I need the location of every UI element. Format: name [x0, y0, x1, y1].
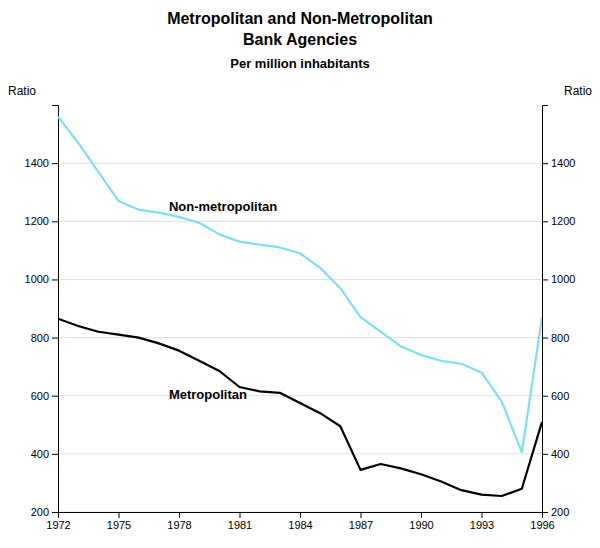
tick-mark — [300, 512, 301, 518]
tick-label: 800 — [31, 332, 49, 344]
tick-label: 200 — [551, 506, 569, 518]
tick-mark — [52, 396, 58, 397]
tick-mark — [119, 512, 120, 518]
axis-line — [543, 106, 549, 513]
grid-line — [58, 163, 542, 164]
tick: 1975 — [107, 512, 131, 531]
tick-mark — [421, 512, 422, 518]
chart: Metropolitan and Non-Metropolitan Bank Ag… — [0, 0, 600, 548]
tick-label: 400 — [31, 448, 49, 460]
tick: 200 — [31, 506, 58, 518]
tick-mark — [482, 512, 483, 518]
tick-label: 1993 — [470, 519, 494, 531]
tick-mark — [52, 512, 58, 513]
tick: 1978 — [167, 512, 191, 531]
tick-label: 1984 — [288, 519, 312, 531]
tick-label: 1200 — [25, 215, 49, 227]
title: Bank Agencies — [243, 31, 357, 48]
tick-label: 1981 — [228, 519, 252, 531]
tick-label: 400 — [551, 448, 569, 460]
tick-mark — [52, 279, 58, 280]
y2-axis: 200 400 600 800 1000 1200 1400 — [542, 106, 575, 519]
tick-mark — [542, 396, 548, 397]
y-axis-label: Ratio — [8, 84, 36, 98]
tick: 400 — [31, 448, 58, 460]
tick: 1000 — [25, 273, 58, 285]
tick-label: 1996 — [530, 519, 554, 531]
tick-mark — [542, 338, 548, 339]
tick: 1400 — [25, 157, 58, 169]
tick: 1987 — [349, 512, 373, 531]
tick-label: 1200 — [551, 215, 575, 227]
grid-line — [58, 221, 542, 222]
plot: 1972197519781981198419871990199319962004… — [8, 84, 592, 531]
tick: 1000 — [542, 273, 575, 285]
y-axis: 200 400 600 800 1000 1200 1400 — [25, 106, 59, 519]
tick: 1993 — [470, 512, 494, 531]
tick-mark — [361, 512, 362, 518]
tick: 400 — [542, 448, 569, 460]
tick-mark — [542, 221, 548, 222]
tick-label: 1000 — [551, 273, 575, 285]
y2-axis-label: Ratio — [564, 84, 592, 98]
tick-label: 1987 — [349, 519, 373, 531]
tick-mark — [542, 279, 548, 280]
tick-mark — [542, 512, 548, 513]
tick: 1990 — [409, 512, 433, 531]
tick-label: 1000 — [25, 273, 49, 285]
grid — [58, 163, 542, 512]
tick: 800 — [31, 332, 58, 344]
tick-label: 1400 — [25, 157, 49, 169]
tick-label: 1400 — [551, 157, 575, 169]
tick: 1972 — [46, 512, 70, 531]
tick-mark — [52, 338, 58, 339]
x-axis: 1972 1975 1978 1981 1984 1987 1990 1993 1996 — [46, 512, 554, 531]
tick-mark — [542, 163, 548, 164]
grid-line — [58, 453, 542, 454]
grid-line — [58, 279, 542, 280]
line — [58, 319, 542, 496]
tick: 600 — [542, 390, 569, 402]
tick: 1984 — [288, 512, 312, 531]
tick: 600 — [31, 390, 58, 402]
title: Metropolitan and Non-Metropolitan — [167, 10, 433, 27]
tick: 1200 — [25, 215, 58, 227]
tick-label: 200 — [31, 506, 49, 518]
tick-label: 1972 — [46, 519, 70, 531]
tick: 1981 — [228, 512, 252, 531]
tick: 200 — [542, 506, 569, 518]
tick-mark — [52, 454, 58, 455]
annotation: Non-metropolitan — [169, 199, 277, 214]
tick-label: 600 — [31, 390, 49, 402]
tick-mark — [542, 454, 548, 455]
tick-label: 1978 — [167, 519, 191, 531]
tick-label: 1990 — [409, 519, 433, 531]
axis-line — [52, 106, 59, 513]
annotation: Metropolitan — [169, 387, 247, 402]
tick-label: 800 — [551, 332, 569, 344]
axis-line — [59, 513, 543, 519]
tick-mark — [52, 163, 58, 164]
tick-label: 600 — [551, 390, 569, 402]
subtitle: Per million inhabitants — [230, 56, 369, 71]
grid-line — [58, 395, 542, 396]
lines — [58, 117, 542, 496]
tick: 1400 — [542, 157, 575, 169]
tick: 800 — [542, 332, 569, 344]
tick-mark — [179, 512, 180, 518]
tick: 1200 — [542, 215, 575, 227]
tick-mark — [52, 221, 58, 222]
tick-label: 1975 — [107, 519, 131, 531]
tick-mark — [240, 512, 241, 518]
